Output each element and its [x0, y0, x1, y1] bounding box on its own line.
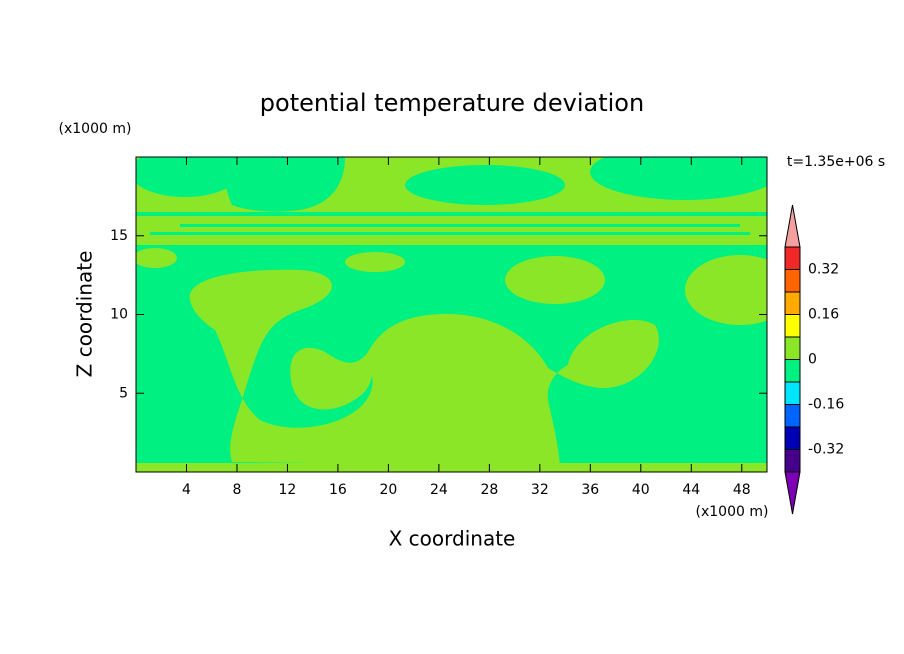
colorbar-box: [784, 291, 801, 315]
colorbar-box: [784, 314, 801, 338]
x-tick-label: 48: [733, 482, 751, 498]
colorbar-box: [784, 426, 801, 450]
colorbar-box: [784, 404, 801, 428]
colorbar-label: 0.32: [808, 262, 839, 278]
field-region: [505, 256, 605, 304]
y-tick-label: 15: [110, 228, 128, 244]
y-axis-label: Z coordinate: [73, 251, 97, 378]
x-tick-label: 4: [182, 482, 191, 498]
x-tick-label: 16: [329, 482, 347, 498]
y-tick-label: 10: [110, 307, 128, 323]
field-region: [223, 157, 345, 212]
field-region: [180, 224, 740, 227]
colorbar-box: [784, 336, 801, 360]
x-tick-label: 8: [232, 482, 241, 498]
x-tick-label: 20: [379, 482, 397, 498]
field-region: [136, 157, 240, 197]
colorbar-label: -0.16: [808, 397, 844, 413]
x-tick-label: 40: [632, 482, 650, 498]
x-tick-label: 12: [279, 482, 297, 498]
x-tick-label: 44: [682, 482, 700, 498]
x-tick-label: 24: [430, 482, 448, 498]
field-region: [685, 255, 767, 325]
field: [136, 157, 767, 472]
colorbar-box: [784, 381, 801, 405]
field-region: [189, 269, 659, 466]
annotation: t=1.35e+06 s: [787, 154, 885, 170]
chart-title: potential temperature deviation: [260, 89, 644, 117]
field-region: [345, 252, 405, 272]
colorbar-label: 0.16: [808, 307, 839, 323]
field-region: [136, 463, 767, 472]
colorbar-label: -0.32: [808, 442, 844, 458]
colorbar-label: 0: [808, 352, 817, 368]
field-region: [136, 248, 177, 268]
x-axis-label: X coordinate: [389, 527, 516, 551]
x-tick-label: 28: [480, 482, 498, 498]
x-tick-label: 32: [531, 482, 549, 498]
field-region: [405, 165, 565, 205]
y-unit: (x1000 m): [59, 121, 132, 137]
colorbar-triangle: [784, 204, 801, 248]
y-tick-label: 5: [119, 385, 128, 401]
x-unit: (x1000 m): [696, 504, 769, 520]
colorbar-triangle: [784, 471, 801, 515]
colorbar-box: [784, 246, 801, 270]
x-tick-label: 36: [581, 482, 599, 498]
colorbar-box: [784, 449, 801, 473]
colorbar-box: [784, 269, 801, 293]
field-region: [150, 232, 750, 235]
field-region: [136, 212, 767, 216]
field-region: [590, 157, 767, 200]
colorbar-box: [784, 359, 801, 383]
